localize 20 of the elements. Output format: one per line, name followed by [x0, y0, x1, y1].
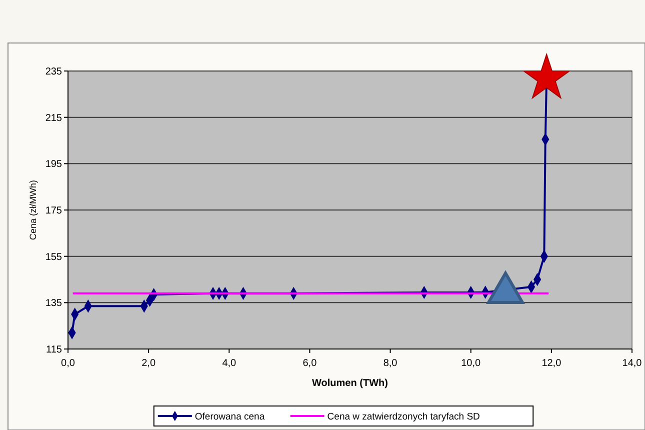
legend-label: Cena w zatwierdzonych taryfach SD — [327, 412, 480, 422]
y-tick-label: 175 — [45, 206, 62, 216]
y-tick-label: 135 — [45, 298, 62, 310]
point — [523, 54, 570, 98]
x-tick-label: 12,0 — [542, 358, 562, 369]
x-axis-title: Wolumen (TWh) — [312, 378, 388, 389]
x-tick-label: 14,0 — [622, 358, 642, 369]
x-tick-label: 10,0 — [461, 358, 482, 369]
y-tick-label: 235 — [45, 66, 62, 78]
legend-label: Oferowana cena — [194, 412, 266, 422]
x-tick-label: 6,0 — [302, 358, 318, 369]
y-axis-title: Cena (zł/MWh) — [28, 180, 38, 240]
y-tick-label: 215 — [45, 112, 62, 124]
x-tick-label: 2,0 — [142, 358, 156, 369]
y-tick-label: 195 — [45, 159, 62, 170]
y-tick-label: 115 — [46, 344, 62, 356]
x-tick-label: 0,0 — [61, 358, 76, 369]
y-tick-label: 155 — [45, 252, 62, 263]
x-tick-label: 8,0 — [383, 358, 398, 369]
x-tick-label: 4,0 — [222, 358, 237, 369]
